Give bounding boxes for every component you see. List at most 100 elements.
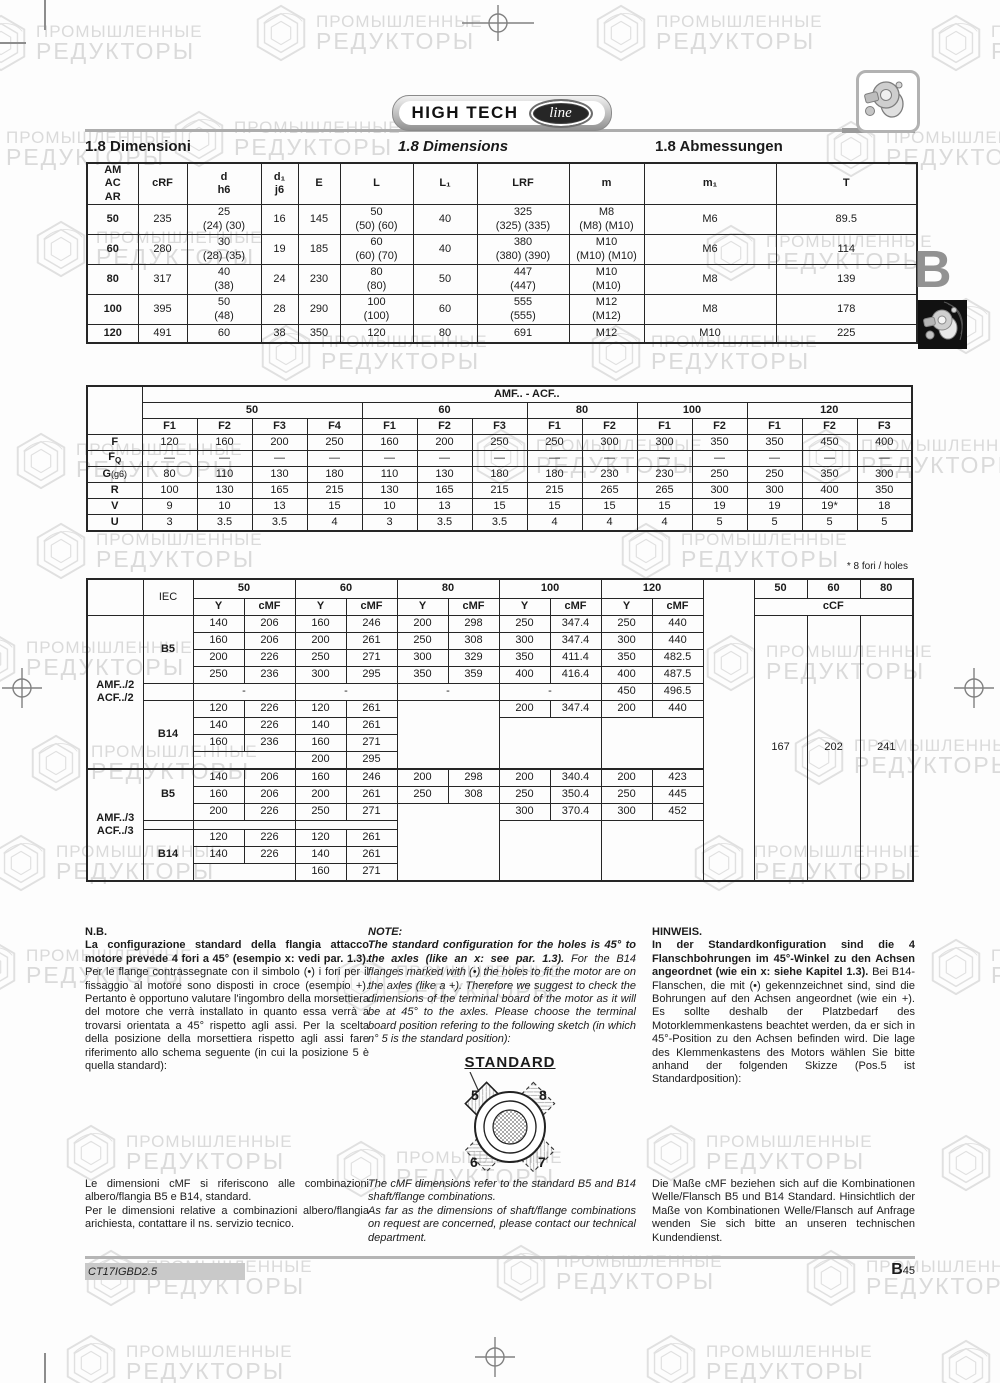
table-cell: cRF — [137, 162, 188, 206]
watermark-line1: ПРОМЫШЛЕННЫЕ — [36, 21, 203, 41]
table-cell: 38 — [260, 324, 299, 344]
table-cell: 226 — [243, 700, 296, 718]
watermark-line1: ПРОМЫШЛЕННЫЕ — [6, 127, 173, 147]
watermark-line2: РЕДУКТОРЫ — [866, 1272, 1000, 1299]
table-cell: 200 — [396, 768, 449, 787]
table-cell: F3 — [471, 418, 528, 435]
table-row: B14 120 226 120 261 200 347.4 200 440 — [87, 700, 913, 770]
table-cell: 416.4 — [549, 666, 602, 684]
table-cell: 15 — [526, 498, 583, 515]
bottom-note-en-p2: As far as the dimensions of shaft/flange… — [368, 1204, 636, 1244]
table-cell: M10 (M10) — [568, 264, 645, 296]
hexagon-logo-icon — [36, 522, 86, 580]
table-cell: 145 — [297, 204, 341, 236]
table-cell: F1 — [636, 418, 693, 435]
table-cell: 50 (48) — [186, 294, 262, 326]
table-cell: 180 — [471, 466, 528, 483]
table-cell: 167 — [753, 615, 808, 882]
table-cell: 206 — [243, 768, 296, 787]
table-cell: Y — [600, 598, 653, 616]
registration-crosshair — [2, 668, 42, 708]
table-row: AMF../2 ACF../2 B5 140 206 160 246 200 298 250 347… — [86, 615, 914, 882]
table-row: FQ — — — — — — — — — — — — — — — [86, 450, 913, 467]
watermark-line2: РЕДУКТОРЫ — [396, 1163, 556, 1190]
table-cell: 691 — [476, 324, 570, 344]
page-number-digits: 45 — [902, 1265, 915, 1277]
table-row: F 120 160 200 250 160 200 250 250 300 300 350 350 450… — [86, 434, 913, 451]
table-cell: 160 — [361, 434, 418, 451]
table-cell: 225 — [775, 324, 918, 344]
table-row — [87, 820, 913, 882]
hexagon-logo-icon — [31, 734, 81, 792]
watermark-line2: РЕДУКТОРЫ — [26, 961, 186, 988]
table-cell: — — [746, 450, 803, 467]
table-cell: 140 — [192, 846, 245, 864]
table-cell: 40 (38) — [186, 264, 262, 296]
table-cell: 298 — [447, 615, 500, 633]
hexagon-logo-icon — [646, 1334, 696, 1383]
table-cell: 139 — [775, 264, 918, 296]
table-cell: 140 — [192, 768, 245, 787]
table-cell: 9 — [141, 498, 198, 515]
table-row: 200 226 250 271 300 370.4 300 452 — [87, 803, 913, 882]
table-cell: M6 — [643, 234, 777, 266]
table-cell: F4 — [306, 418, 363, 435]
table-cell: 160 — [294, 615, 347, 633]
hexagon-logo-icon — [496, 1244, 546, 1302]
table-cell: 3 — [361, 514, 418, 532]
table-cell: 491 — [137, 324, 188, 344]
table-cell: 261 — [345, 632, 398, 650]
table-cell: T — [775, 162, 918, 206]
table-cell: 160 — [294, 734, 347, 752]
hexagon-logo-icon — [0, 14, 26, 72]
table-cell: 120 — [294, 700, 347, 718]
table-cell: — — [856, 450, 913, 467]
table-cell: 246 — [345, 615, 398, 633]
chapter-tab-gear-box — [918, 300, 967, 349]
watermark: ПРОМЫШЛЕННЫЕ РЕДУКТОРЫ — [30, 520, 263, 582]
table-cell: 300 — [396, 649, 449, 667]
table-cell: — — [306, 450, 363, 467]
table-cell: cMF — [651, 598, 704, 616]
table-cell: — — [196, 450, 253, 467]
table-cell: 226 — [243, 829, 296, 847]
table-cell: 250 — [294, 649, 347, 667]
table-cell: 140 — [294, 717, 347, 735]
table-row: G(g6) 80 110 130 180 110 130 180 180 230 230 250 250… — [86, 466, 913, 483]
table-cell: 300 — [294, 666, 347, 684]
table-cell — [86, 578, 144, 616]
note-body-en: For the B14 flanges marked with (•) the … — [368, 952, 637, 1046]
table-cell: 226 — [243, 649, 296, 667]
table-cell: 250 — [600, 615, 653, 633]
table-cell: M8 — [643, 264, 777, 296]
table-cell: M8 — [643, 294, 777, 326]
table-cell: L₁ — [412, 162, 478, 206]
table-cell: F2 — [416, 418, 473, 435]
table-cell: 300 — [691, 482, 748, 499]
table-cell: 226 — [243, 846, 296, 864]
table-cell: 300 — [600, 803, 653, 821]
registration-crosshair — [954, 668, 994, 708]
table-cell: F2 — [196, 418, 253, 435]
watermark-line2: РЕДУКТОРЫ — [126, 1147, 286, 1174]
bottom-note-german: Die Maße cMF beziehen sich auf die Kombi… — [652, 1178, 915, 1245]
watermark: ПРОМЫШЛЕННЫЕ РЕДУКТОРЫ — [640, 1332, 873, 1383]
table-cell: - — [396, 683, 500, 701]
table-cell: 16 — [260, 204, 299, 236]
table-cell: 206 — [243, 615, 296, 633]
table-cell: IEC — [142, 578, 194, 616]
table-cell — [142, 683, 194, 701]
table-cell: 230 — [636, 466, 693, 483]
table-cell: m₁ — [643, 162, 777, 206]
table-cell: 411.4 — [549, 649, 602, 667]
table-cell: 13 — [251, 498, 308, 515]
bottom-note-italian: Le dimensioni cMF si riferiscono alle co… — [85, 1178, 369, 1232]
holes-footnote: * 8 fori / holes — [846, 561, 908, 572]
gear-reducer-icon-dark — [918, 300, 967, 349]
watermark: ПРОМЫШЛЕННЫЕ РЕДУКТОРЫ — [250, 2, 483, 64]
table-cell: 4 — [581, 514, 638, 532]
bottom-note-it-p2: Per le dimensioni relative a combinazion… — [85, 1204, 369, 1231]
table-cell: 200 — [600, 700, 653, 718]
watermark: ПРОМЫШЛЕННЫЕ РЕДУКТОРЫ — [330, 952, 563, 1014]
table-cell: 250 — [396, 632, 449, 650]
